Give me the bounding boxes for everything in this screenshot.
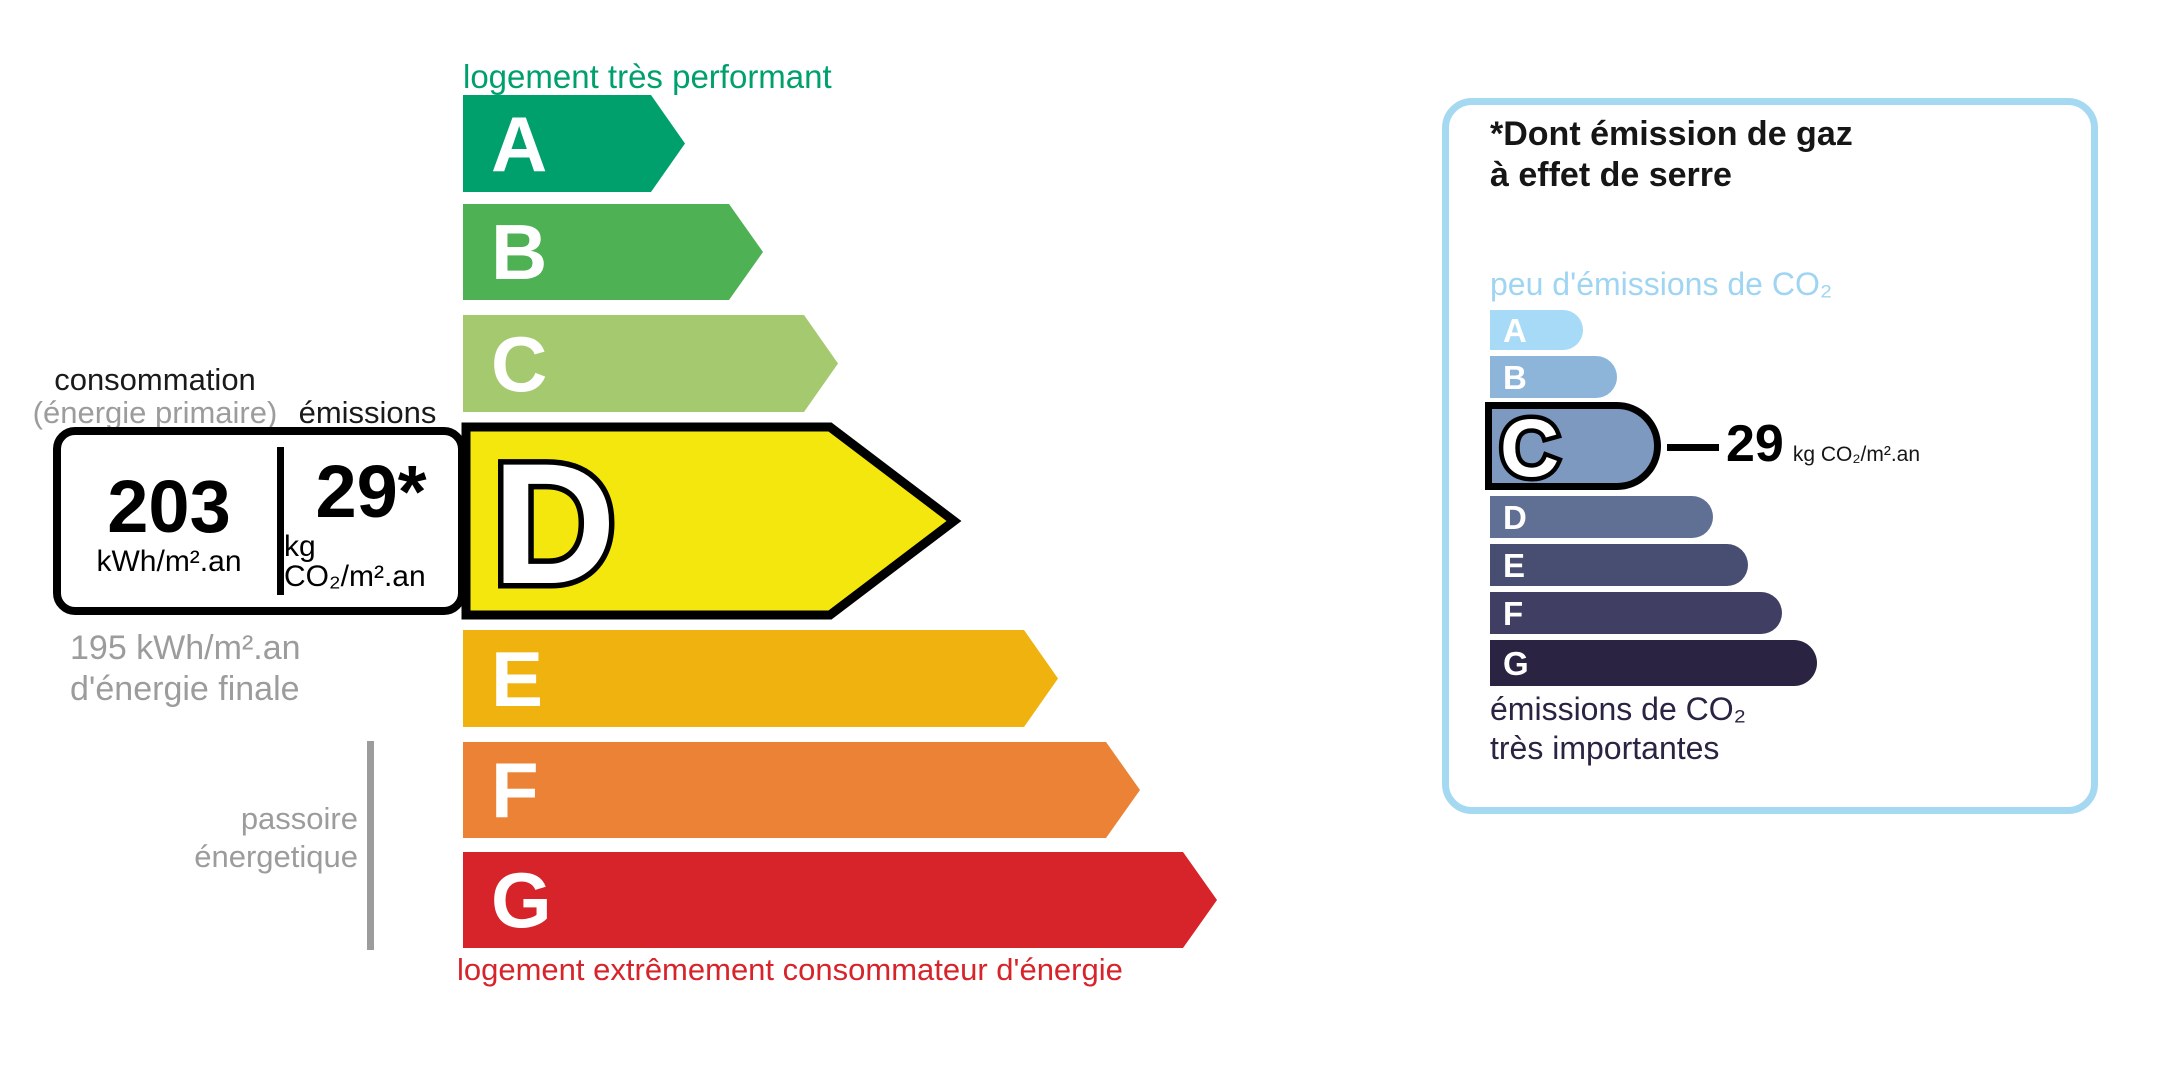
co2-class-bar-d: D [1490, 496, 1713, 538]
primary-energy-unit: kWh/m².an [96, 544, 242, 578]
info-box-divider [277, 447, 284, 595]
co2-class-letter-f: F [1503, 594, 1524, 632]
current-class-arrow-shape [461, 422, 962, 620]
co2-class-letter-d: D [1503, 498, 1527, 536]
energy-class-letter-b: B [491, 208, 548, 296]
current-co2-class-letter: C [1500, 406, 1559, 490]
co2-indicator-line [1667, 444, 1719, 451]
co2-bottom-caption: émissions de CO₂ très importantes [1490, 691, 1747, 766]
energy-class-letter-f: F [491, 746, 539, 834]
current-co2-class-letter-svg: C [1496, 406, 1564, 490]
emissions-cell: 29* kg CO₂/m².an [284, 435, 458, 607]
energy-class-bar-g: G [463, 852, 1217, 948]
passoire-energetique-label: passoire énergetique [194, 801, 358, 874]
co2-panel-title: *Dont émission de gaz à effet de serre [1490, 115, 1853, 194]
co2-class-letter-b: B [1503, 358, 1527, 396]
energy-class-bar-b: B [463, 204, 763, 300]
energy-bottom-caption: logement extrêmement consommateur d'éner… [457, 952, 1123, 987]
co2-class-bar-b: B [1490, 356, 1617, 398]
primary-energy-value: 203 [107, 464, 231, 548]
co2-indicator-unit: kg CO₂/m².an [1792, 443, 1921, 466]
energy-class-bar-f: F [463, 742, 1140, 838]
consumption-info-box: 203 kWh/m².an 29* kg CO₂/m².an [53, 427, 466, 615]
co2-class-letter-e: E [1503, 546, 1526, 584]
co2-class-letter-a: A [1503, 311, 1527, 349]
co2-top-caption: peu d'émissions de CO₂ [1490, 266, 1833, 302]
energy-class-letter-a: A [491, 99, 548, 188]
primary-energy-subheader: (énergie primaire) [32, 395, 278, 430]
energy-top-caption: logement très performant [463, 58, 832, 95]
co2-class-bar-g: G [1490, 640, 1817, 686]
energy-class-bar-e: E [463, 630, 1058, 727]
co2-class-bar-a: A [1490, 310, 1583, 350]
primary-energy-cell: 203 kWh/m².an [61, 435, 277, 607]
energy-class-letter-c: C [491, 319, 548, 408]
co2-class-letter-g: G [1503, 644, 1529, 682]
emissions-header: émissions [298, 395, 437, 430]
emissions-value: 29* [315, 449, 427, 533]
energy-class-letter-e: E [491, 634, 544, 723]
co2-class-bar-e: E [1490, 544, 1748, 586]
current-co2-class-pill [1485, 402, 1661, 490]
co2-indicator: 29 kg CO₂/m².an [1726, 418, 1920, 470]
co2-class-bar-f: F [1490, 592, 1782, 634]
final-energy-footnote: 195 kWh/m².an d'énergie finale [70, 629, 301, 708]
current-class-letter: D [492, 428, 616, 620]
consumption-header: consommation [54, 362, 256, 397]
current-energy-class-arrow: D [461, 422, 962, 623]
emissions-unit: kg CO₂/m².an [284, 529, 426, 593]
energy-class-bar-a: A [463, 95, 685, 192]
energy-class-bar-c: C [463, 315, 838, 412]
co2-indicator-value: 29 [1726, 415, 1784, 473]
energy-class-letter-g: G [491, 856, 552, 944]
passoire-bracket-line [367, 741, 374, 950]
